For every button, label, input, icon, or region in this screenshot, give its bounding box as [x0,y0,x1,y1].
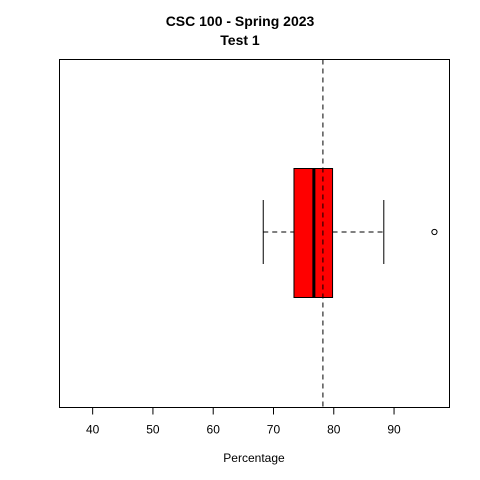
boxplot-series [262,59,438,408]
x-tick-label: 90 [387,423,401,437]
x-tick-label: 50 [146,423,160,437]
x-tick-label: 40 [86,423,100,437]
x-tick-label: 60 [207,423,221,437]
x-tick-label: 70 [267,423,281,437]
x-axis: 40 50 60 70 80 90 [86,407,401,437]
x-tick-label: 80 [327,423,341,437]
outlier-point [431,228,438,236]
chart-title: CSC 100 - Spring 2023 [166,13,315,29]
plot-frame [59,59,450,408]
x-axis-label: Percentage [223,451,285,465]
chart-subtitle: Test 1 [220,32,260,48]
